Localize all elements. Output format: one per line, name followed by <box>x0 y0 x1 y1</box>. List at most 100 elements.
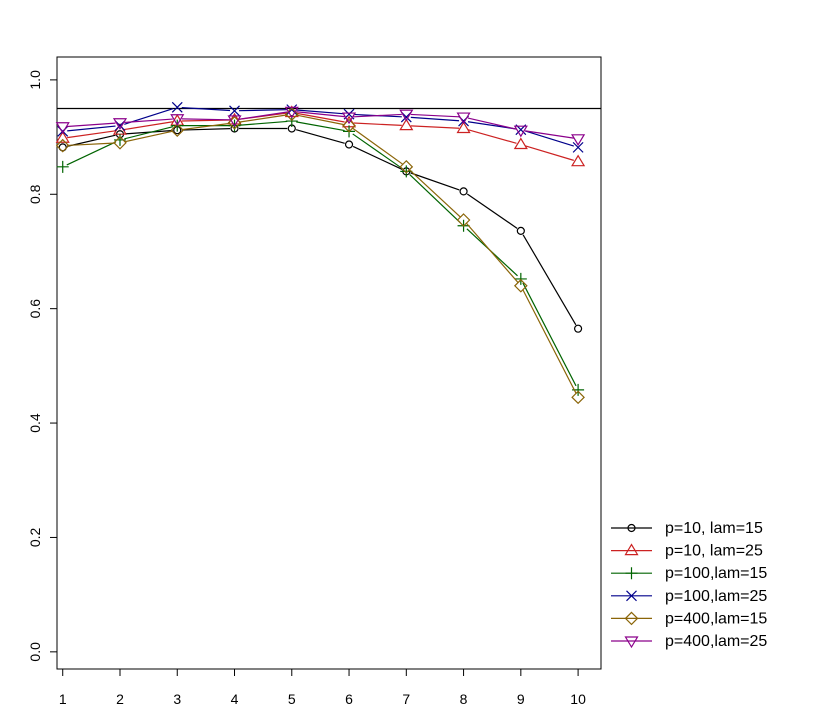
legend-marker <box>624 636 639 649</box>
data-point <box>56 160 69 173</box>
series-line-segment <box>352 127 404 165</box>
series-line-segment <box>410 113 460 118</box>
legend: p=10, lam=15 p=10, lam=25 p=100,lam=15 p=10… <box>611 520 767 650</box>
series-line-segment <box>67 130 116 139</box>
data-point <box>112 118 128 130</box>
legend-label: p=10, lam=15 <box>665 520 763 537</box>
data-point <box>399 159 414 174</box>
series-line-segment <box>124 130 173 143</box>
series-line-segment <box>410 125 460 129</box>
data-point <box>571 134 586 146</box>
data-point <box>572 141 584 153</box>
x-tick-label: 6 <box>345 691 353 707</box>
data-point <box>171 101 183 113</box>
series-line-segment <box>466 193 518 229</box>
data-point <box>571 154 586 167</box>
legend-marker <box>624 611 639 626</box>
series-line-segment <box>352 145 403 171</box>
legend-item: p=100,lam=25 <box>611 588 767 605</box>
data-point <box>342 118 356 133</box>
data-point <box>514 272 527 285</box>
series-line-segment <box>296 111 345 118</box>
legend-item: p=10, lam=25 <box>611 543 763 560</box>
series-line-segment <box>238 120 288 126</box>
series-line-segment <box>124 121 173 131</box>
y-tick-label: 1.0 <box>27 70 43 90</box>
series-line-segment <box>409 174 461 224</box>
legend-item: p=100,lam=15 <box>611 565 767 582</box>
series-line-segment <box>353 113 402 118</box>
series-line-segment <box>296 109 345 115</box>
x-tick-label: 9 <box>517 691 525 707</box>
series-line-segment <box>238 114 288 123</box>
legend-marker <box>626 590 637 602</box>
series-line-segment <box>522 282 577 387</box>
x-tick-label: 1 <box>59 691 67 707</box>
data-point <box>55 131 70 143</box>
data-point <box>113 133 126 146</box>
series-line-segment <box>181 107 231 112</box>
legend-label: p=400,lam=15 <box>665 610 767 627</box>
data-point <box>513 278 528 293</box>
x-tick-label: 10 <box>570 691 586 707</box>
x-tick-label: 2 <box>116 691 124 707</box>
series-line-segment <box>524 130 574 147</box>
series-line-segment <box>239 109 288 112</box>
series-line-segment <box>352 133 403 170</box>
series-1 <box>58 124 583 333</box>
legend-marker <box>627 523 636 533</box>
data-point <box>284 106 299 119</box>
data-point <box>170 114 185 126</box>
y-tick-label: 0.6 <box>27 299 43 319</box>
data-point <box>459 187 468 196</box>
data-point <box>170 123 185 138</box>
series-6 <box>55 106 586 146</box>
series-line-segment <box>296 112 345 123</box>
data-point <box>400 165 413 178</box>
series-line-segment <box>67 142 116 147</box>
x-tick-label: 5 <box>288 691 296 707</box>
series-line-segment <box>522 234 577 326</box>
data-point <box>344 140 354 149</box>
series-line-segment <box>525 130 574 139</box>
y-axis: 0.0 0.2 0.4 0.6 0.8 1.0 <box>27 70 58 662</box>
data-point <box>55 138 70 153</box>
series-line-segment <box>181 128 231 131</box>
series-line-segment <box>467 129 517 144</box>
legend-label: p=10, lam=25 <box>665 543 763 560</box>
data-point <box>227 115 242 130</box>
series-line-segment <box>409 169 461 218</box>
series-line-segment <box>66 141 117 166</box>
series-line-segment <box>124 126 174 140</box>
series-layer <box>55 101 586 405</box>
series-line-segment <box>467 117 517 130</box>
series-line-segment <box>238 111 288 120</box>
data-point <box>227 115 242 128</box>
series-line-segment <box>410 116 460 122</box>
y-tick-label: 0.8 <box>27 184 43 204</box>
series-line-segment <box>353 122 402 127</box>
series-line-segment <box>181 118 231 121</box>
series-line-segment <box>522 289 577 394</box>
legend-label: p=400,lam=25 <box>665 633 767 650</box>
data-point <box>229 105 240 117</box>
legend-marker <box>625 567 638 580</box>
data-point <box>113 135 127 150</box>
data-point <box>399 118 414 131</box>
data-point <box>286 104 298 116</box>
x-tick-label: 7 <box>402 691 410 707</box>
x-tick-label: 3 <box>173 691 181 707</box>
legend-label: p=100,lam=15 <box>665 565 767 582</box>
series-line-segment <box>67 125 116 132</box>
data-point <box>513 137 528 150</box>
y-tick-label: 0.2 <box>27 528 43 548</box>
y-tick-label: 0.4 <box>27 413 43 433</box>
data-point <box>456 112 471 125</box>
x-axis: 1 2 3 4 5 6 7 8 9 10 <box>59 668 586 707</box>
legend-label: p=100,lam=25 <box>665 588 767 605</box>
legend-item: p=400,lam=15 <box>611 610 767 627</box>
data-point <box>571 390 585 405</box>
x-tick-label: 8 <box>460 691 468 707</box>
series-line-segment <box>296 114 345 126</box>
y-tick-label: 0.0 <box>27 642 43 662</box>
